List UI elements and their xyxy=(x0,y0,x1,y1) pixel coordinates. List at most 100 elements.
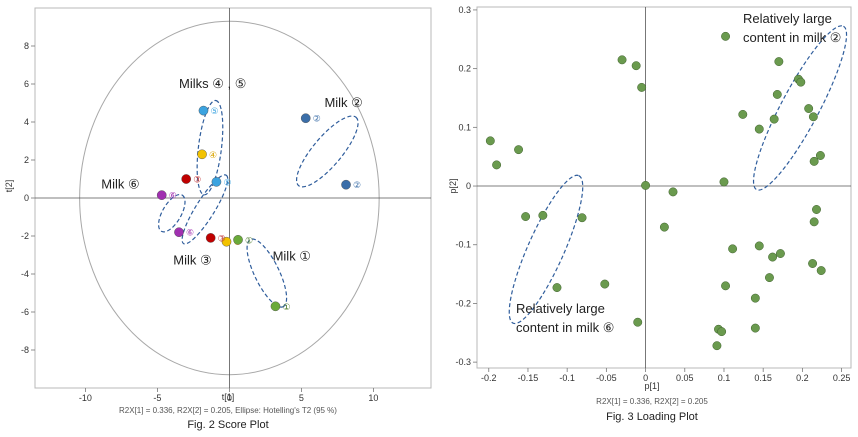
score-point xyxy=(300,113,311,123)
x-tick-label: -0.15 xyxy=(518,373,539,383)
x-tick-label: -0.2 xyxy=(481,373,497,383)
loading-point xyxy=(659,222,669,232)
loading-x-axis-label: p[1] xyxy=(644,381,659,391)
score-point-label: ② xyxy=(353,181,361,191)
score-point-label: ③ xyxy=(193,176,201,186)
score-group-label: Milk ③ xyxy=(173,253,211,268)
loading-point xyxy=(514,145,524,155)
dashed-group-ellipse xyxy=(752,25,848,191)
loading-point xyxy=(772,90,782,99)
loading-point xyxy=(721,281,730,291)
loading-point xyxy=(808,259,818,268)
score-point-label: ⑤ xyxy=(223,178,231,188)
score-point xyxy=(211,177,222,187)
loading-plot: -0.2 -0.15 -0.1 -0.05 0 0.05 0.1 0.15 0.2 0.25 0.… xyxy=(448,5,852,423)
dashed-group-ellipse xyxy=(508,174,584,325)
loading-point xyxy=(631,61,641,71)
score-point-label: ① xyxy=(282,303,290,313)
x-tick-label: -10 xyxy=(79,393,92,403)
y-tick-label: 0 xyxy=(24,193,29,203)
loading-point xyxy=(750,293,760,303)
x-tick-label: 0 xyxy=(227,393,232,403)
loading-annotation-milk6-line2: content in milk ⑥ xyxy=(516,320,614,335)
score-point-label: ③ xyxy=(218,234,226,244)
score-point xyxy=(198,105,209,116)
dashed-group-ellipse xyxy=(157,193,186,233)
loading-point xyxy=(808,112,818,122)
y-tick-label: 0 xyxy=(466,181,471,191)
x-tick-label: 0.15 xyxy=(754,373,772,383)
loading-point xyxy=(812,205,821,214)
loading-group-ellipses xyxy=(508,25,848,325)
loading-point xyxy=(641,180,651,190)
loading-point xyxy=(712,341,722,351)
y-tick-label: -0.3 xyxy=(455,357,471,367)
score-points: ②②⑤⑤④④③③⑥⑥①① xyxy=(156,105,361,313)
score-group-labels: Milk ② Milks ④ , ⑤ Milk ⑥ Milk ③ Milk ① xyxy=(101,76,363,268)
loading-point xyxy=(815,151,825,160)
loading-point xyxy=(728,244,738,254)
loading-point xyxy=(765,273,774,283)
y-tick-label: 0.1 xyxy=(458,122,471,132)
y-tick-label: -8 xyxy=(21,345,29,355)
y-tick-label: -0.2 xyxy=(455,298,471,308)
score-point xyxy=(233,234,243,245)
score-point xyxy=(197,149,207,160)
loading-point xyxy=(600,279,610,289)
loading-y-axis-label: p[2] xyxy=(448,178,458,193)
score-x-axis-label: t[1] xyxy=(222,392,235,402)
dashed-group-ellipse xyxy=(196,99,224,196)
x-tick-label: -0.05 xyxy=(596,373,617,383)
loading-point xyxy=(754,124,764,134)
x-tick-label: 0.25 xyxy=(833,373,851,383)
score-footnote: R2X[1] = 0.336, R2X[2] = 0.205, Ellipse:… xyxy=(119,406,337,415)
loading-point xyxy=(617,55,627,65)
score-point xyxy=(341,179,351,190)
score-point-label: ② xyxy=(313,115,321,125)
loading-point xyxy=(521,212,531,222)
x-tick-label: 0.1 xyxy=(718,373,731,383)
score-point-label: ④ xyxy=(209,151,217,161)
loading-point xyxy=(775,249,785,258)
y-tick-label: -0.1 xyxy=(455,240,471,250)
loading-point xyxy=(804,104,814,113)
y-tick-label: -4 xyxy=(21,269,29,279)
score-point xyxy=(174,227,184,237)
loading-point xyxy=(750,323,760,333)
y-tick-label: 2 xyxy=(24,155,29,165)
score-point xyxy=(221,236,232,247)
score-point xyxy=(181,174,191,184)
loading-point xyxy=(796,77,806,87)
loading-x-ticks: -0.2 -0.15 -0.1 -0.05 0 0.05 0.1 0.15 0.2 0.25 xyxy=(481,368,850,383)
y-tick-label: 8 xyxy=(24,41,29,51)
loading-point xyxy=(552,283,562,293)
score-group-label: Milk ① xyxy=(273,249,311,264)
loading-point xyxy=(637,82,647,92)
loading-point xyxy=(668,187,678,197)
score-y-axis-label: t[2] xyxy=(4,180,14,193)
score-x-ticks: -10 -5 0 5 10 xyxy=(79,388,378,403)
loading-plot-title: Fig. 3 Loading Plot xyxy=(606,411,698,423)
score-point-label: ⑤ xyxy=(210,107,218,117)
y-tick-label: -6 xyxy=(21,307,29,317)
score-group-label: Milk ② xyxy=(324,95,362,110)
loading-point xyxy=(721,31,730,41)
loading-annotation-milk6-line1: Relatively large xyxy=(516,301,605,316)
loading-point xyxy=(719,177,729,187)
x-tick-label: 5 xyxy=(299,393,304,403)
x-tick-label: 0 xyxy=(643,373,648,383)
score-point-label: ⑥ xyxy=(169,192,177,202)
loading-point xyxy=(809,156,819,166)
loading-point xyxy=(633,317,643,327)
x-tick-label: 0.05 xyxy=(676,373,694,383)
loading-point xyxy=(769,114,779,124)
loading-annotation-milk2-line2: content in milk ② xyxy=(743,30,841,45)
dashed-group-ellipse xyxy=(246,238,288,308)
x-tick-label: 0.2 xyxy=(796,373,809,383)
loading-point xyxy=(538,210,548,220)
x-tick-label: -5 xyxy=(153,393,161,403)
score-point-label: ⑥ xyxy=(186,229,194,239)
score-point xyxy=(205,233,216,243)
